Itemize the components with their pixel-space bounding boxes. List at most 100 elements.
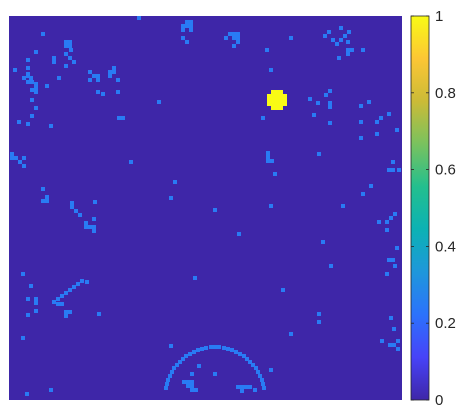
heatmap-speckle — [317, 312, 321, 316]
heatmap-blob-cell — [271, 94, 275, 98]
heatmap-speckle — [254, 366, 258, 370]
heatmap-speckle — [137, 16, 141, 20]
heatmap-speckle — [34, 309, 38, 313]
heatmap-speckle — [30, 114, 34, 118]
heatmap-speckle — [269, 68, 273, 72]
heatmap-speckle — [96, 78, 100, 82]
heatmap-speckle — [97, 312, 101, 316]
heatmap-speckle — [21, 272, 25, 276]
heatmap-speckle — [359, 104, 363, 108]
heatmap-speckle — [242, 354, 246, 358]
heatmap-speckle — [173, 180, 177, 184]
heatmap-speckle — [260, 378, 264, 382]
heatmap-speckle — [391, 258, 395, 262]
heatmap-speckle — [324, 93, 328, 97]
heatmap-speckle — [60, 294, 64, 298]
heatmap-speckle — [56, 302, 60, 306]
heatmap-speckle — [323, 34, 327, 38]
heatmap-speckle — [339, 38, 343, 42]
heatmap-blob-cell — [275, 102, 279, 106]
heatmap-speckle — [269, 368, 273, 372]
heatmap-speckle — [22, 164, 26, 168]
heatmap-speckle — [367, 100, 371, 104]
heatmap-speckle — [269, 204, 273, 208]
heatmap-speckle — [17, 120, 21, 124]
heatmap-speckle — [200, 347, 204, 351]
heatmap-speckle — [41, 199, 45, 203]
heatmap-speckle — [222, 346, 226, 350]
heatmap-speckle — [392, 343, 396, 347]
heatmap-speckle — [14, 156, 18, 160]
heatmap-speckle — [224, 36, 228, 40]
heatmap-speckle — [108, 74, 112, 78]
heatmap-speckle — [34, 106, 38, 110]
heatmap-speckle — [361, 192, 365, 196]
heatmap-speckle — [232, 32, 236, 36]
heatmap-speckle — [189, 24, 193, 28]
colorbar-tick-label: 1 — [435, 8, 443, 25]
heatmap-speckle — [396, 339, 400, 343]
heatmap-speckle — [346, 40, 350, 44]
heatmap-speckle — [68, 56, 72, 60]
heatmap-speckle — [337, 56, 341, 60]
heatmap-speckle — [64, 44, 68, 48]
heatmap-speckle — [190, 372, 194, 376]
heatmap-speckle — [184, 354, 188, 358]
heatmap-speckle — [88, 78, 92, 82]
heatmap-speckle — [391, 160, 395, 164]
heatmap-speckle — [204, 346, 208, 350]
heatmap-speckle — [10, 156, 14, 160]
heatmap-speckle — [45, 84, 49, 88]
colorbar-ticks: 0 0.2 0.4 0.6 0.8 1 — [411, 8, 456, 409]
heatmap-speckle — [328, 121, 332, 125]
heatmap-blob-cell — [271, 102, 275, 106]
heatmap-speckle — [230, 348, 234, 352]
heatmap-speckle — [317, 320, 321, 324]
heatmap-blob-cell — [275, 98, 279, 102]
heatmap-speckle — [72, 285, 76, 289]
heatmap-speckle — [251, 363, 255, 367]
heatmap-speckle — [60, 302, 64, 306]
heatmap-speckle — [317, 152, 321, 156]
heatmap-blob-cell — [267, 94, 271, 98]
heatmap-speckle — [68, 288, 72, 292]
colorbar-tick-label: 0.4 — [435, 238, 456, 255]
heatmap-speckle — [397, 168, 401, 172]
heatmap-speckle — [175, 363, 179, 367]
heatmap-speckle — [22, 76, 26, 80]
heatmap-speckle — [169, 344, 173, 348]
heatmap-speckle — [377, 220, 381, 224]
heatmap-speckle — [10, 152, 14, 156]
plot-area — [9, 16, 402, 400]
heatmap-speckle — [181, 28, 185, 32]
heatmap-speckle — [26, 58, 30, 62]
heatmap-speckle — [45, 195, 49, 199]
heatmap-speckle — [236, 32, 240, 36]
heatmap-speckle — [375, 120, 379, 124]
heatmap-speckle — [13, 68, 17, 72]
colorbar-strip — [410, 15, 430, 401]
heatmap-speckle — [93, 200, 97, 204]
heatmap-speckle — [393, 212, 397, 216]
colorbar-tick-label: 0.6 — [435, 162, 456, 179]
heatmap-speckle — [41, 187, 45, 191]
heatmap-speckle — [328, 105, 332, 109]
heatmap-speckle — [375, 132, 379, 136]
heatmap-speckle — [193, 276, 197, 280]
heatmap-speckle — [248, 385, 252, 389]
heatmap-speckle — [240, 389, 244, 393]
heatmap-speckle — [26, 74, 30, 78]
heatmap-speckle — [101, 92, 105, 96]
heatmap-speckle — [170, 370, 174, 374]
heatmap-speckle — [273, 172, 277, 176]
heatmap-speckle — [385, 220, 389, 224]
heatmap-speckle — [76, 282, 80, 286]
heatmap-speckle — [64, 52, 68, 56]
heatmap-speckle — [258, 374, 262, 378]
heatmap-speckle — [232, 36, 236, 40]
heatmap-speckle — [68, 40, 72, 44]
heatmap-speckle — [197, 364, 201, 368]
heatmap-speckle — [308, 97, 312, 101]
heatmap-speckle — [213, 372, 217, 376]
